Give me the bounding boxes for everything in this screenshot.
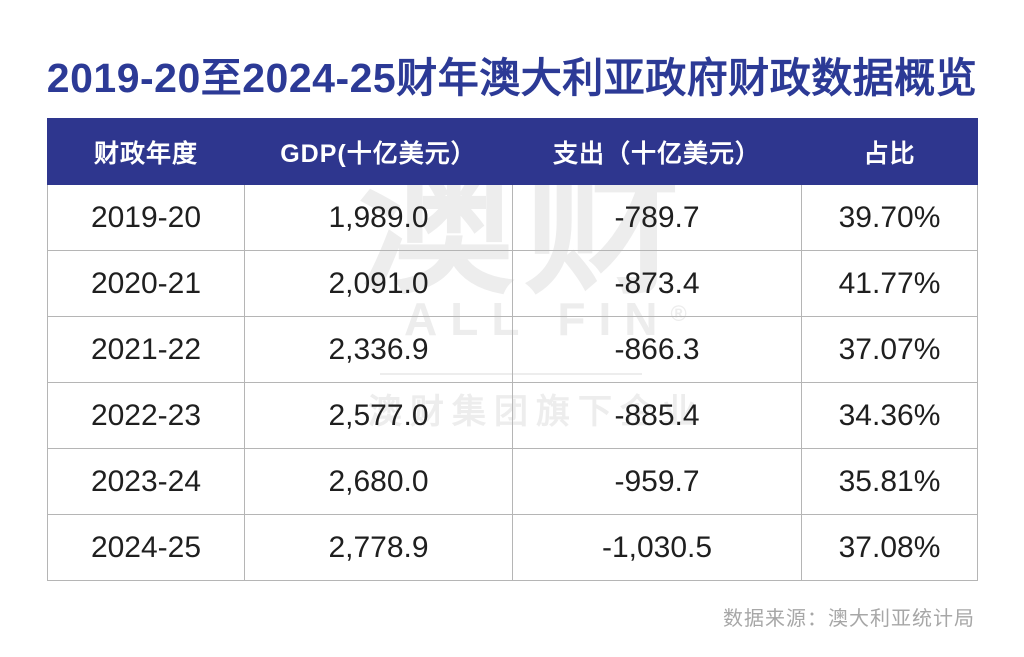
cell-gdp: 2,577.0	[244, 382, 513, 449]
data-source-note: 数据来源：澳大利亚统计局	[723, 608, 975, 630]
cell-ratio: 35.81%	[801, 448, 978, 515]
cell-ratio: 41.77%	[801, 250, 978, 317]
cell-expenditure: -1,030.5	[512, 514, 802, 581]
cell-gdp: 2,778.9	[244, 514, 513, 581]
cell-expenditure: -959.7	[512, 448, 802, 515]
table-row: 2019-20 1,989.0 -789.7 39.70%	[47, 184, 978, 251]
col-header-fiscal-year: 财政年度	[47, 118, 245, 185]
cell-gdp: 2,336.9	[244, 316, 513, 383]
cell-year: 2023-24	[47, 448, 245, 515]
cell-gdp: 2,680.0	[244, 448, 513, 515]
col-header-gdp: GDP(十亿美元）	[244, 118, 513, 185]
cell-expenditure: -866.3	[512, 316, 802, 383]
cell-gdp: 1,989.0	[244, 184, 513, 251]
table-row: 2020-21 2,091.0 -873.4 41.77%	[47, 250, 978, 317]
cell-ratio: 34.36%	[801, 382, 978, 449]
data-table-container: 财政年度 GDP(十亿美元） 支出（十亿美元） 占比 2019-20 1,989…	[47, 118, 978, 581]
table-row: 2024-25 2,778.9 -1,030.5 37.08%	[47, 514, 978, 581]
cell-expenditure: -873.4	[512, 250, 802, 317]
fiscal-data-table: 财政年度 GDP(十亿美元） 支出（十亿美元） 占比 2019-20 1,989…	[47, 118, 978, 581]
table-row: 2023-24 2,680.0 -959.7 35.81%	[47, 448, 978, 515]
cell-ratio: 37.08%	[801, 514, 978, 581]
cell-year: 2019-20	[47, 184, 245, 251]
cell-expenditure: -885.4	[512, 382, 802, 449]
cell-gdp: 2,091.0	[244, 250, 513, 317]
header-row: 财政年度 GDP(十亿美元） 支出（十亿美元） 占比	[47, 118, 978, 185]
cell-expenditure: -789.7	[512, 184, 802, 251]
cell-year: 2021-22	[47, 316, 245, 383]
cell-ratio: 39.70%	[801, 184, 978, 251]
table-row: 2021-22 2,336.9 -866.3 37.07%	[47, 316, 978, 383]
cell-year: 2022-23	[47, 382, 245, 449]
cell-ratio: 37.07%	[801, 316, 978, 383]
page-title: 2019-20至2024-25财年澳大利亚政府财政数据概览	[46, 55, 978, 101]
cell-year: 2020-21	[47, 250, 245, 317]
table-row: 2022-23 2,577.0 -885.4 34.36%	[47, 382, 978, 449]
cell-year: 2024-25	[47, 514, 245, 581]
col-header-expenditure: 支出（十亿美元）	[512, 118, 802, 185]
col-header-ratio: 占比	[801, 118, 978, 185]
